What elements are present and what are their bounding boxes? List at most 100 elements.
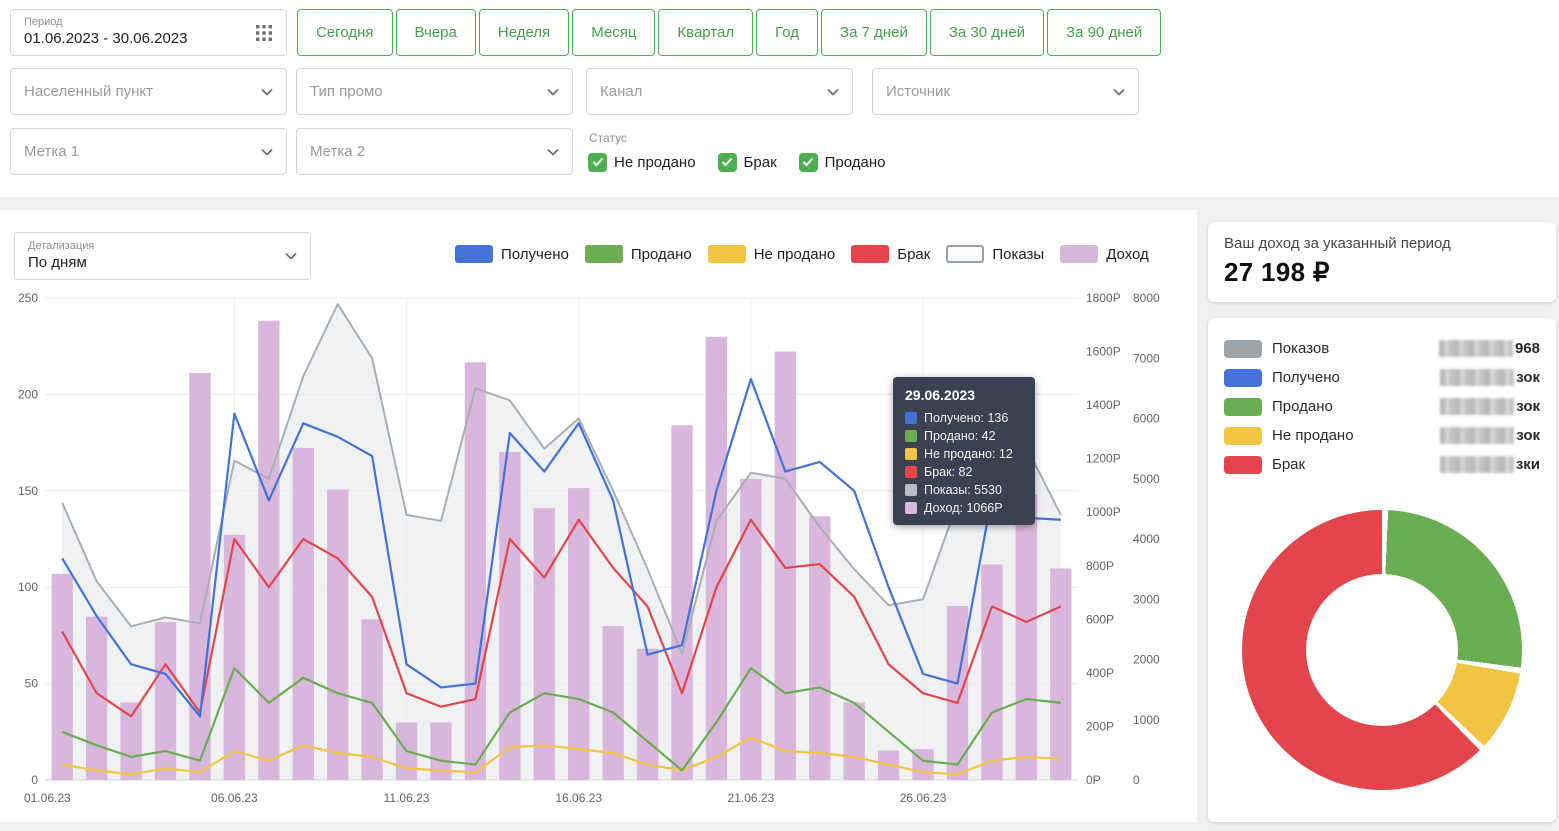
summary-value-suffix: зки [1516, 456, 1540, 473]
range-yesterday-button[interactable]: Вчера [396, 9, 476, 56]
svg-text:200Р: 200Р [1086, 719, 1114, 733]
income-title: Ваш доход за указанный период [1224, 235, 1540, 252]
svg-text:250: 250 [18, 291, 38, 305]
tooltip-row: Продано: 42 [905, 429, 1023, 443]
status-checkbox-defect[interactable]: Брак [718, 153, 777, 172]
tooltip-text: Показы: 5530 [924, 483, 1002, 497]
svg-text:0: 0 [31, 773, 38, 787]
tooltip-swatch [905, 448, 917, 460]
chevron-down-icon [547, 148, 559, 156]
summary-row-defect: Брак зки [1224, 450, 1540, 479]
status-checkbox-sold[interactable]: Продано [799, 153, 886, 172]
blurred-value [1440, 369, 1514, 386]
status-checkbox-label: Брак [744, 154, 777, 171]
svg-text:2000: 2000 [1133, 653, 1160, 667]
chevron-down-icon [261, 88, 273, 96]
summary-row-not-sold: Не продано зок [1224, 421, 1540, 450]
summary-swatch [1224, 340, 1262, 358]
tooltip-text: Брак: 82 [924, 465, 972, 479]
tag1-placeholder: Метка 1 [24, 143, 79, 160]
promo-type-placeholder: Тип промо [310, 83, 383, 100]
status-options: Не продано Брак Продано [588, 150, 886, 174]
source-select[interactable]: Источник [872, 68, 1139, 115]
period-field-text: Период 01.06.2023 - 30.06.2023 [24, 17, 187, 48]
donut-hole [1306, 574, 1458, 726]
summary-label: Брак [1272, 456, 1305, 473]
calendar-icon[interactable] [255, 24, 273, 42]
svg-text:0Р: 0Р [1086, 773, 1101, 787]
blurred-value [1439, 340, 1513, 357]
tag2-placeholder: Метка 2 [310, 143, 365, 160]
svg-text:5000: 5000 [1133, 472, 1160, 486]
svg-text:600Р: 600Р [1086, 612, 1114, 626]
svg-text:1000Р: 1000Р [1086, 505, 1121, 519]
tooltip-row: Не продано: 12 [905, 447, 1023, 461]
chart-tooltip: 29.06.2023 Получено: 136 Продано: 42 Не … [893, 377, 1035, 525]
status-checkbox-not-sold[interactable]: Не продано [588, 153, 696, 172]
range-quarter-button[interactable]: Квартал [658, 9, 753, 56]
summary-swatch [1224, 456, 1262, 474]
blurred-value [1440, 456, 1514, 473]
svg-text:21.06.23: 21.06.23 [728, 791, 775, 805]
filters-panel: Период 01.06.2023 - 30.06.2023 Сегодня В… [0, 0, 1559, 197]
status-checkbox-label: Продано [825, 154, 886, 171]
svg-text:1800Р: 1800Р [1086, 291, 1121, 305]
tag2-select[interactable]: Метка 2 [296, 128, 573, 175]
svg-text:1000: 1000 [1133, 713, 1160, 727]
chart-card: Детализация По дням Получено Продано Не … [0, 210, 1197, 822]
range-week-button[interactable]: Неделя [479, 9, 569, 56]
range-30days-button[interactable]: За 30 дней [930, 9, 1044, 56]
svg-text:50: 50 [25, 677, 39, 691]
tag1-select[interactable]: Метка 1 [10, 128, 287, 175]
chevron-down-icon [261, 148, 273, 156]
tooltip-swatch [905, 484, 917, 496]
range-month-button[interactable]: Месяц [572, 9, 655, 56]
promo-type-select[interactable]: Тип промо [296, 68, 573, 115]
tooltip-swatch [905, 412, 917, 424]
tooltip-swatch [905, 430, 917, 442]
svg-text:1600Р: 1600Р [1086, 345, 1121, 359]
period-value: 01.06.2023 - 30.06.2023 [24, 31, 187, 48]
svg-text:400Р: 400Р [1086, 666, 1114, 680]
svg-text:0: 0 [1133, 773, 1140, 787]
summary-row-views: Показов 968 [1224, 334, 1540, 363]
summary-value-masked: зок [1440, 427, 1540, 444]
settlement-placeholder: Населенный пункт [24, 83, 153, 100]
svg-text:01.06.23: 01.06.23 [24, 791, 71, 805]
tooltip-text: Продано: 42 [924, 429, 996, 443]
channel-select[interactable]: Канал [586, 68, 853, 115]
status-checkbox-label: Не продано [614, 154, 696, 171]
summary-card: Показов 968 Получено зок Продано зок Не … [1208, 318, 1556, 822]
range-7days-button[interactable]: За 7 дней [821, 9, 927, 56]
svg-text:06.06.23: 06.06.23 [211, 791, 258, 805]
svg-text:100: 100 [18, 580, 38, 594]
svg-text:200: 200 [18, 387, 38, 401]
summary-label: Показов [1272, 340, 1329, 357]
blurred-value [1440, 398, 1514, 415]
channel-placeholder: Канал [600, 83, 642, 100]
svg-text:1200Р: 1200Р [1086, 452, 1121, 466]
summary-swatch [1224, 427, 1262, 445]
period-label: Период [24, 17, 187, 28]
range-year-button[interactable]: Год [756, 9, 818, 56]
summary-value-suffix: зок [1516, 369, 1540, 386]
analytics-dashboard: Период 01.06.2023 - 30.06.2023 Сегодня В… [0, 0, 1559, 831]
checkbox-checked-icon [718, 153, 737, 172]
settlement-select[interactable]: Населенный пункт [10, 68, 287, 115]
summary-label: Не продано [1272, 427, 1354, 444]
tooltip-row: Брак: 82 [905, 465, 1023, 479]
summary-value-masked: зок [1440, 369, 1540, 386]
summary-value-masked: зок [1440, 398, 1540, 415]
period-field[interactable]: Период 01.06.2023 - 30.06.2023 [10, 9, 287, 56]
checkbox-checked-icon [799, 153, 818, 172]
svg-text:3000: 3000 [1133, 592, 1160, 606]
chevron-down-icon [1113, 88, 1125, 96]
range-90days-button[interactable]: За 90 дней [1047, 9, 1161, 56]
range-today-button[interactable]: Сегодня [297, 9, 393, 56]
tooltip-text: Не продано: 12 [924, 447, 1013, 461]
summary-row-received: Получено зок [1224, 363, 1540, 392]
tooltip-row: Получено: 136 [905, 411, 1023, 425]
status-label: Статус [589, 131, 627, 145]
source-placeholder: Источник [886, 83, 950, 100]
summary-value-suffix: зок [1516, 398, 1540, 415]
